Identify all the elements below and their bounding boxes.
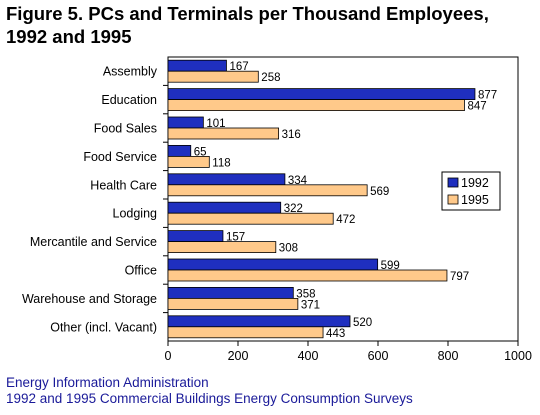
chart-title-line-1: Figure 5. PCs and Terminals per Thousand… xyxy=(6,3,489,24)
source-line-2: 1992 and 1995 Commercial Buildings Energ… xyxy=(6,391,413,406)
x-tick-label: 400 xyxy=(298,349,319,363)
bar-1995 xyxy=(167,99,465,111)
bar-1995 xyxy=(167,155,210,168)
bar-1995 xyxy=(167,297,299,310)
chart-title-line-2: 1992 and 1995 xyxy=(6,26,132,47)
bar-1995 xyxy=(167,241,277,254)
legend-label-1995: 1995 xyxy=(461,193,489,207)
data-label-1992: 157 xyxy=(226,232,245,244)
bar-1995 xyxy=(167,127,279,140)
x-tick-label: 200 xyxy=(228,349,249,363)
data-label-1992: 877 xyxy=(478,90,497,102)
bar-1995 xyxy=(167,70,259,83)
category-label: Office xyxy=(125,264,157,278)
bar-1992 xyxy=(167,230,224,243)
bar-1992 xyxy=(167,286,294,299)
data-label-1995: 308 xyxy=(279,243,298,255)
category-label: Assembly xyxy=(103,65,158,79)
x-tick-label: 1000 xyxy=(504,349,532,363)
source-line-1: Energy Information Administration xyxy=(6,375,209,390)
x-tick-label: 0 xyxy=(165,349,172,363)
data-label-1992: 334 xyxy=(288,175,308,187)
category-label: Food Service xyxy=(83,150,157,164)
data-label-1992: 101 xyxy=(206,118,225,130)
data-label-1995: 443 xyxy=(326,328,345,340)
legend-swatch-1992 xyxy=(447,177,459,188)
data-label-1992: 65 xyxy=(194,146,207,158)
data-label-1992: 520 xyxy=(353,317,372,329)
category-label: Health Care xyxy=(90,178,157,192)
x-tick-label: 600 xyxy=(368,349,389,363)
bar-1992 xyxy=(167,59,227,72)
category-label: Food Sales xyxy=(94,122,157,136)
data-label-1995: 569 xyxy=(370,186,389,198)
legend-swatch-1995 xyxy=(447,194,459,205)
data-label-1992: 167 xyxy=(229,61,248,73)
bar-1995 xyxy=(167,212,334,225)
bar-1992 xyxy=(167,201,282,214)
data-label-1995: 118 xyxy=(212,157,230,169)
data-label-1995: 847 xyxy=(467,101,486,113)
bar-1992 xyxy=(167,173,286,186)
bar-1995 xyxy=(167,326,324,339)
x-tick-label: 800 xyxy=(438,349,459,363)
data-label-1995: 258 xyxy=(261,72,280,84)
source-note: Energy Information Administration 1992 a… xyxy=(6,375,413,407)
data-label-1992: 358 xyxy=(296,288,315,300)
category-label: Lodging xyxy=(113,207,158,221)
data-label-1995: 371 xyxy=(301,299,320,311)
category-label: Mercantile and Service xyxy=(30,235,157,249)
bar-1992 xyxy=(167,116,204,129)
bar-1992 xyxy=(167,315,351,328)
category-label: Warehouse and Storage xyxy=(22,292,157,306)
category-label: Education xyxy=(101,93,157,107)
bar-1995 xyxy=(167,269,448,282)
data-label-1995: 472 xyxy=(336,214,355,226)
category-label: Other (incl. Vacant) xyxy=(50,320,157,334)
bar-1992 xyxy=(167,258,379,271)
data-label-1992: 322 xyxy=(284,203,303,215)
data-label-1992: 599 xyxy=(381,260,400,272)
bar-1992 xyxy=(167,88,476,100)
legend-label-1992: 1992 xyxy=(461,176,489,190)
chart-title: Figure 5. PCs and Terminals per Thousand… xyxy=(6,2,536,48)
data-label-1995: 797 xyxy=(450,271,469,283)
bar-1995 xyxy=(167,184,368,197)
bar-1992 xyxy=(167,144,192,157)
data-label-1995: 316 xyxy=(282,129,301,141)
